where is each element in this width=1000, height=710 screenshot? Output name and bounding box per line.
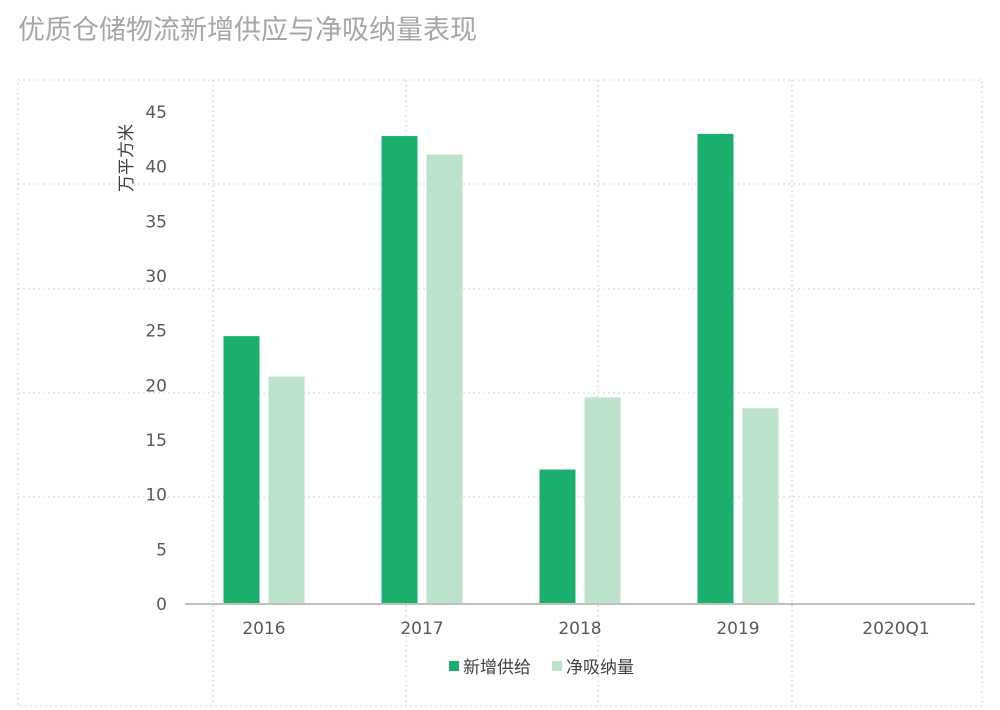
bar-absorption-2018 [584, 397, 621, 604]
y-tick-label: 15 [145, 431, 167, 451]
y-tick-label: 40 [145, 158, 167, 178]
bar-supply-2019 [697, 133, 734, 604]
chart-title: 优质仓储物流新增供应与净吸纳量表现 [18, 15, 477, 46]
legend-label: 净吸纳量 [566, 658, 634, 678]
bars-layer [223, 133, 779, 604]
bar-supply-2016 [223, 336, 260, 604]
y-axis-label: 万平方米 [117, 124, 137, 192]
legend-swatch [552, 661, 562, 671]
bar-absorption-2017 [426, 154, 463, 604]
x-tick-label: 2019 [716, 619, 759, 639]
y-tick-label: 5 [156, 540, 167, 560]
y-tick-label: 0 [156, 595, 167, 615]
x-tick-labels: 2016 2017 2018 2019 2020Q1 [242, 619, 929, 639]
bar-absorption-2016 [268, 376, 305, 604]
y-tick-label: 35 [145, 212, 167, 232]
legend-swatch [449, 661, 459, 671]
y-tick-label: 20 [145, 376, 167, 396]
y-tick-label: 30 [145, 267, 167, 287]
y-tick-labels: 0 5 10 15 20 25 30 35 40 45 [145, 103, 167, 615]
x-tick-label: 2020Q1 [862, 619, 929, 639]
x-tick-label: 2017 [400, 619, 443, 639]
x-tick-label: 2018 [558, 619, 601, 639]
bar-absorption-2019 [742, 408, 779, 604]
legend-label: 新增供给 [463, 658, 531, 678]
bar-supply-2017 [381, 136, 418, 604]
bar-supply-2018 [539, 469, 576, 604]
y-tick-label: 25 [145, 322, 167, 342]
y-tick-label: 10 [145, 486, 167, 506]
legend: 新增供给 净吸纳量 [449, 658, 634, 678]
x-tick-label: 2016 [242, 619, 285, 639]
y-tick-label: 45 [145, 103, 167, 123]
